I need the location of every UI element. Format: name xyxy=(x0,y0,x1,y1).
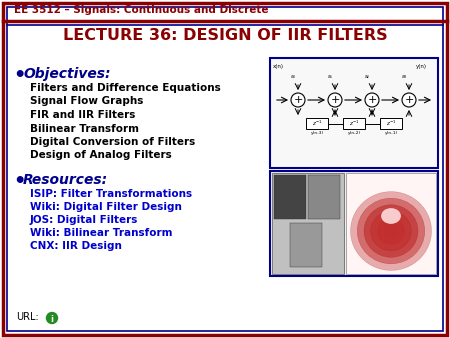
Ellipse shape xyxy=(378,218,405,244)
Bar xyxy=(308,175,340,219)
Text: Digital Conversion of Filters: Digital Conversion of Filters xyxy=(30,137,195,147)
Text: y(n-2): y(n-2) xyxy=(347,131,360,135)
Text: Bilinear Transform: Bilinear Transform xyxy=(30,123,139,134)
Circle shape xyxy=(328,93,342,107)
Circle shape xyxy=(291,93,305,107)
Text: LECTURE 36: DESIGN OF IIR FILTERS: LECTURE 36: DESIGN OF IIR FILTERS xyxy=(63,28,387,43)
Text: EE 3512 – Signals: Continuous and Discrete: EE 3512 – Signals: Continuous and Discre… xyxy=(14,5,269,15)
Text: Objectives:: Objectives: xyxy=(23,67,111,81)
Text: y(n): y(n) xyxy=(416,64,427,69)
Text: Wiki: Bilinear Transform: Wiki: Bilinear Transform xyxy=(30,228,172,238)
Text: x(n): x(n) xyxy=(273,64,284,69)
Text: $z^{-1}$: $z^{-1}$ xyxy=(349,119,359,128)
Text: a₁: a₁ xyxy=(328,74,333,79)
Bar xyxy=(274,175,306,219)
Bar xyxy=(346,173,436,274)
Text: +: + xyxy=(293,95,303,105)
Text: a₀: a₀ xyxy=(291,74,296,79)
Bar xyxy=(343,118,365,129)
Text: Filters and Difference Equations: Filters and Difference Equations xyxy=(30,83,221,93)
Ellipse shape xyxy=(381,208,401,224)
Text: Signal Flow Graphs: Signal Flow Graphs xyxy=(30,97,144,106)
Text: Wiki: Digital Filter Design: Wiki: Digital Filter Design xyxy=(30,202,182,212)
Bar xyxy=(270,58,438,168)
Bar xyxy=(270,171,438,276)
Bar xyxy=(290,223,322,267)
Ellipse shape xyxy=(351,192,432,270)
Text: a₃: a₃ xyxy=(402,74,407,79)
Text: Resources:: Resources: xyxy=(23,173,108,187)
Text: +: + xyxy=(367,95,377,105)
Ellipse shape xyxy=(384,224,398,238)
Text: JOS: Digital Filters: JOS: Digital Filters xyxy=(30,215,139,225)
Text: •: • xyxy=(13,66,25,85)
Text: +: + xyxy=(404,95,414,105)
Circle shape xyxy=(46,313,58,323)
Text: ISIP: Filter Transformations: ISIP: Filter Transformations xyxy=(30,189,192,199)
Text: •: • xyxy=(13,172,25,191)
Text: +: + xyxy=(330,95,340,105)
Text: CNX: IIR Design: CNX: IIR Design xyxy=(30,241,122,251)
Ellipse shape xyxy=(364,205,418,257)
Circle shape xyxy=(365,93,379,107)
Text: y(n-3): y(n-3) xyxy=(310,131,324,135)
Circle shape xyxy=(402,93,416,107)
Ellipse shape xyxy=(371,211,411,251)
Text: Design of Analog Filters: Design of Analog Filters xyxy=(30,150,172,161)
Ellipse shape xyxy=(357,198,425,264)
Bar xyxy=(306,118,328,129)
Text: FIR and IIR Filters: FIR and IIR Filters xyxy=(30,110,135,120)
Text: i: i xyxy=(50,314,54,323)
Bar xyxy=(272,173,344,274)
Text: a₂: a₂ xyxy=(365,74,370,79)
Text: y(n-1): y(n-1) xyxy=(384,131,397,135)
Text: $z^{-1}$: $z^{-1}$ xyxy=(312,119,322,128)
Text: URL:: URL: xyxy=(16,312,39,322)
Bar xyxy=(380,118,402,129)
Text: $z^{-1}$: $z^{-1}$ xyxy=(386,119,396,128)
